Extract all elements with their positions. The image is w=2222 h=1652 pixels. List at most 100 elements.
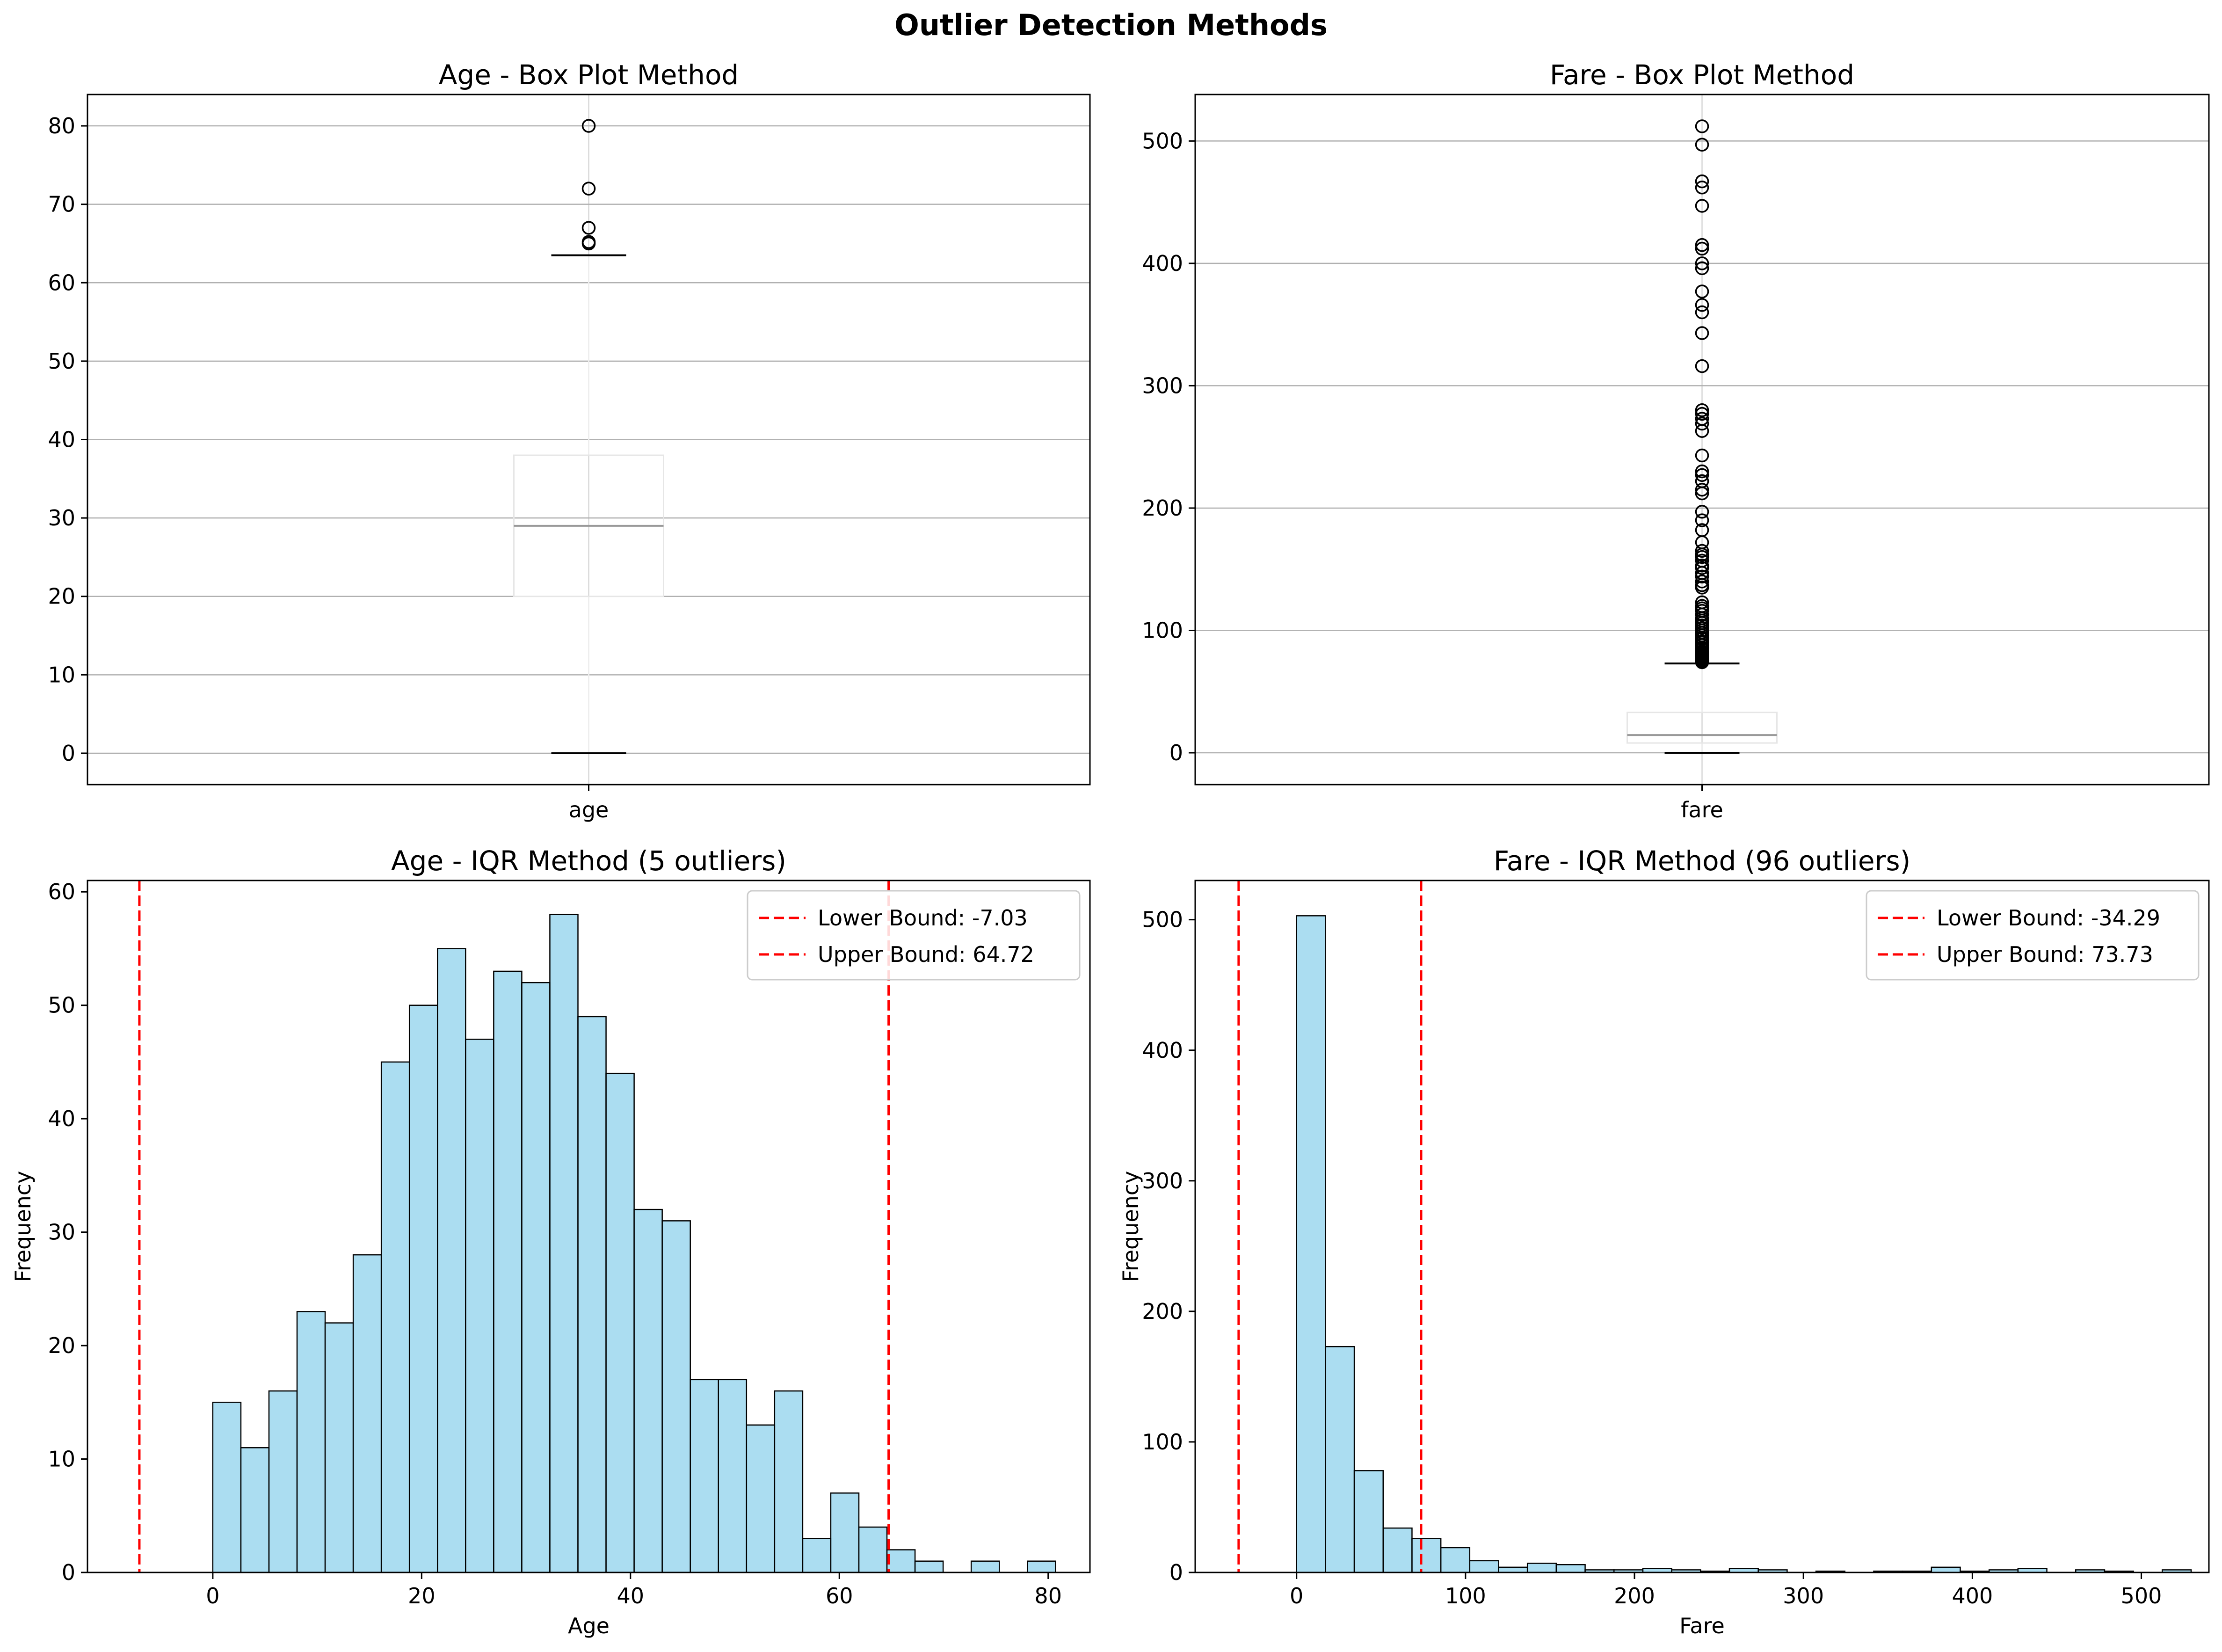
outlier-point bbox=[1695, 174, 1709, 189]
outlier-point bbox=[1695, 238, 1709, 252]
histogram-bar bbox=[830, 1492, 860, 1573]
panel-title: Fare - IQR Method (96 outliers) bbox=[1494, 845, 1911, 877]
outlier-point bbox=[1695, 553, 1709, 568]
y-tick-label: 40 bbox=[48, 427, 75, 452]
histogram-bar bbox=[1382, 1527, 1413, 1573]
y-tick-label: 0 bbox=[1169, 740, 1183, 765]
y-tick-label: 100 bbox=[1142, 1429, 1183, 1455]
y-tick-label: 300 bbox=[1142, 1168, 1183, 1194]
outlier-point bbox=[1695, 505, 1709, 519]
histogram-bar bbox=[802, 1538, 832, 1573]
outlier-point bbox=[1695, 407, 1709, 421]
histogram-bar bbox=[886, 1549, 916, 1573]
outlier-point bbox=[1695, 448, 1709, 463]
x-tick-label: 20 bbox=[408, 1583, 436, 1608]
x-tick-label: fare bbox=[1681, 797, 1723, 822]
histogram-bar bbox=[437, 948, 466, 1573]
histogram-bar bbox=[1325, 1346, 1355, 1573]
legend-entry: Lower Bound: -34.29 bbox=[1937, 905, 2160, 931]
fare-histogram-panel: Fare - IQR Method (96 outliers) 0 100 200 30… bbox=[1118, 845, 2210, 1638]
histogram-bar bbox=[858, 1526, 888, 1573]
outlier-point bbox=[1695, 468, 1709, 482]
outlier-point bbox=[1695, 403, 1709, 417]
y-tick-label: 100 bbox=[1142, 618, 1183, 643]
panel-title: Age - Box Plot Method bbox=[439, 59, 739, 91]
outlier-point bbox=[1695, 474, 1709, 488]
histogram-bar bbox=[1353, 1470, 1384, 1573]
outlier-point bbox=[1695, 416, 1709, 431]
y-tick-label: 30 bbox=[48, 505, 75, 531]
x-axis-label: Age bbox=[568, 1613, 610, 1638]
histogram-bar bbox=[1411, 1538, 1442, 1573]
y-tick-label: 20 bbox=[48, 584, 75, 609]
outlier-point bbox=[581, 235, 596, 249]
histogram-bar bbox=[1526, 1563, 1557, 1573]
legend-entry: Lower Bound: -7.03 bbox=[818, 905, 1028, 931]
outlier-point bbox=[1695, 464, 1709, 479]
y-tick-label: 10 bbox=[48, 662, 75, 687]
outlier-point bbox=[1695, 298, 1709, 312]
histogram-bar bbox=[1498, 1566, 1528, 1573]
outlier-point bbox=[581, 119, 596, 133]
outlier-point bbox=[1695, 523, 1709, 537]
histogram-bar bbox=[1931, 1566, 1961, 1573]
x-tick-label: age bbox=[569, 797, 609, 822]
histogram-bar bbox=[352, 1254, 382, 1573]
y-tick-label: 10 bbox=[48, 1447, 75, 1472]
y-tick-label: 50 bbox=[48, 349, 75, 374]
outlier-point bbox=[581, 182, 596, 196]
y-tick-label: 500 bbox=[1142, 907, 1183, 932]
histogram-bar bbox=[549, 914, 579, 1573]
x-tick-label: 300 bbox=[1783, 1583, 1824, 1608]
histogram-bar bbox=[240, 1447, 270, 1573]
legend-entry: Upper Bound: 64.72 bbox=[818, 942, 1034, 967]
age-histogram-panel: Age - IQR Method (5 outliers) 0 10 20 30 40 50… bbox=[10, 845, 1091, 1638]
y-tick-label: 80 bbox=[48, 113, 75, 138]
x-tick-label: 40 bbox=[617, 1583, 645, 1608]
outlier-point bbox=[1695, 181, 1709, 195]
axes-frame bbox=[87, 880, 1091, 1573]
y-tick-label: 200 bbox=[1142, 495, 1183, 521]
x-tick-label: 0 bbox=[1290, 1583, 1303, 1608]
outlier-point bbox=[1695, 482, 1709, 497]
y-tick-label: 0 bbox=[62, 741, 75, 766]
histogram-bar bbox=[577, 1016, 607, 1573]
histogram-bar bbox=[1469, 1560, 1499, 1573]
y-tick-label: 60 bbox=[48, 270, 75, 295]
outlier-point bbox=[1695, 569, 1709, 584]
histogram-bar bbox=[380, 1061, 410, 1573]
outlier-point bbox=[1695, 599, 1709, 613]
histogram-bar bbox=[268, 1390, 298, 1573]
outlier-point bbox=[1695, 412, 1709, 426]
outlier-point bbox=[1695, 138, 1709, 152]
histogram-bar bbox=[718, 1379, 748, 1573]
age-boxplot-panel: Age - Box Plot Method 0 10 20 30 40 50 60 70 80 ag… bbox=[48, 59, 1091, 822]
outlier-point bbox=[1695, 513, 1709, 527]
histogram-bar bbox=[1440, 1547, 1471, 1573]
y-axis-label: Frequency bbox=[1118, 1171, 1143, 1282]
x-tick-label: 200 bbox=[1614, 1583, 1655, 1608]
axes-frame bbox=[87, 94, 1091, 786]
y-tick-label: 0 bbox=[1169, 1560, 1183, 1585]
legend-box bbox=[747, 890, 1081, 981]
legend-box bbox=[1866, 890, 2200, 981]
outlier-point bbox=[1695, 559, 1709, 573]
outlier-point bbox=[1695, 261, 1709, 276]
x-tick-label: 60 bbox=[826, 1583, 853, 1608]
histogram-bar bbox=[521, 982, 551, 1573]
histogram-bar bbox=[324, 1322, 354, 1573]
y-tick-label: 20 bbox=[48, 1333, 75, 1358]
histogram-bar bbox=[690, 1379, 719, 1573]
figure-suptitle: Outlier Detection Methods bbox=[894, 8, 1328, 42]
outlier-point bbox=[581, 221, 596, 235]
y-tick-label: 400 bbox=[1142, 251, 1183, 276]
histogram-bar bbox=[633, 1208, 663, 1573]
histogram-bar bbox=[746, 1424, 776, 1573]
histogram-bar bbox=[408, 1004, 438, 1573]
y-tick-label: 50 bbox=[48, 993, 75, 1018]
outlier-point bbox=[1695, 326, 1709, 340]
histogram-bar bbox=[1027, 1560, 1056, 1573]
outlier-point bbox=[1695, 305, 1709, 320]
y-tick-label: 40 bbox=[48, 1106, 75, 1131]
